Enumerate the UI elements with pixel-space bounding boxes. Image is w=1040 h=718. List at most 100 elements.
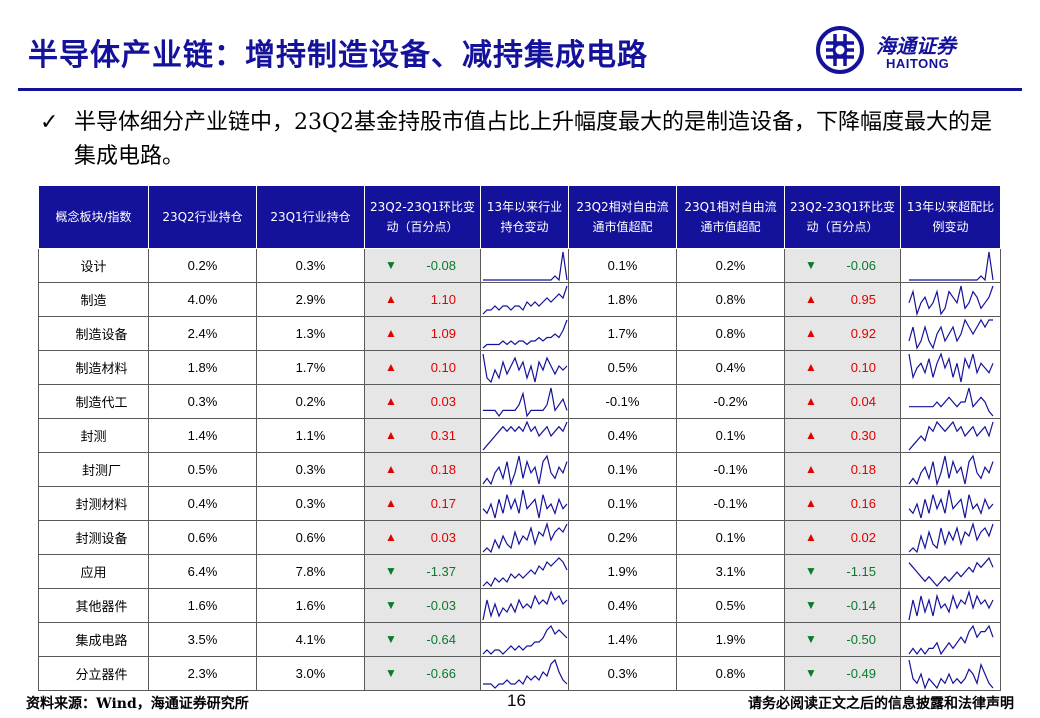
overweight-change-value: 0.18 [850,462,876,477]
triangle-down-icon: ▼ [805,632,817,646]
overweight-change-value: 0.10 [850,360,876,375]
overweight-sparkline [908,521,994,553]
holding-change-value: -0.64 [426,632,456,647]
holding-sparkline [481,589,567,620]
sparkline-path [908,387,993,416]
overweight-change-cell: ▼ -0.50 [784,622,901,657]
table-row: 设计 0.2% 0.3% ▼ -0.08 0.1% 0.2% ▼ -0.06 [38,248,1001,283]
q1-overweight-cell: 0.8% [676,656,785,691]
holding-change-cell: ▲ 0.03 [364,384,481,419]
holding-sparkline [482,419,568,450]
q1-holding-cell: 1.6% [256,588,365,623]
q2-overweight-cell: 0.3% [568,656,677,691]
header-divider [18,88,1022,91]
overweight-sparkline [907,589,994,620]
q1-overweight-cell: 0.4% [676,350,785,385]
row-label: 封测材料 [38,486,149,521]
sparkline-path [482,521,568,553]
table-header-row: 概念板块/指数 23Q2行业持仓 23Q1行业持仓 23Q2-23Q1环比变动（… [38,185,1001,249]
overweight-change-value: 0.02 [850,530,876,545]
sparkline-path [908,420,994,450]
q1-overweight-cell: 0.1% [676,520,785,555]
column-header: 23Q2行业持仓 [148,185,257,249]
sparkline-path [481,589,567,620]
q2-overweight-cell: 0.1% [568,452,677,487]
overweight-change-value: 0.16 [850,496,876,511]
q2-overweight-cell: 1.4% [568,622,677,657]
holding-change-value: 0.31 [430,428,456,443]
triangle-down-icon: ▼ [805,258,817,272]
triangle-up-icon: ▲ [385,462,397,476]
overweight-change-cell: ▲ 0.16 [784,486,901,521]
q2-overweight-cell: 0.1% [568,486,677,521]
holding-change-value: 0.17 [430,496,456,511]
q2-holding-cell: 1.6% [148,588,257,623]
holding-change-cell: ▲ 1.09 [364,316,481,351]
q2-overweight-cell: 0.2% [568,520,677,555]
triangle-up-icon: ▲ [805,530,817,544]
sparkline-path [907,659,993,690]
triangle-up-icon: ▲ [805,292,817,306]
q1-holding-cell: 0.3% [256,452,365,487]
q1-holding-cell: 3.0% [256,656,365,691]
sparkline-path [482,285,568,314]
holding-change-cell: ▼ -0.03 [364,588,481,623]
overweight-sparkline-cell [900,452,1001,487]
sparkline-path [482,419,568,450]
overweight-change-cell: ▼ -0.14 [784,588,901,623]
sparkline-path [907,317,993,350]
table-body: 设计 0.2% 0.3% ▼ -0.08 0.1% 0.2% ▼ -0.06 制造 4.0% 2.9%… [38,248,1001,691]
sparkline-path [481,353,567,383]
holding-sparkline [482,251,568,281]
q2-holding-cell: 0.2% [148,248,257,283]
q2-holding-cell: 0.5% [148,452,257,487]
holding-change-cell: ▼ -0.64 [364,622,481,657]
overweight-sparkline-cell [900,554,1001,589]
overweight-sparkline-cell [900,656,1001,691]
holding-sparkline-cell [480,588,569,623]
holding-sparkline [482,319,568,348]
triangle-up-icon: ▲ [385,326,397,340]
q1-overweight-cell: 0.2% [676,248,785,283]
holding-sparkline [482,387,568,418]
q1-holding-cell: 0.6% [256,520,365,555]
row-label: 集成电路 [38,622,149,657]
row-label: 封测 [38,418,149,453]
sparkline-path [482,454,568,486]
column-header: 概念板块/指数 [38,185,149,249]
holding-change-cell: ▼ -0.66 [364,656,481,691]
overweight-sparkline-cell [900,350,1001,385]
overweight-change-value: -0.14 [846,598,876,613]
holding-change-value: 0.03 [430,394,456,409]
holding-sparkline [482,489,567,518]
row-label: 封测厂 [38,452,149,487]
table-row: 制造 4.0% 2.9% ▲ 1.10 1.8% 0.8% ▲ 0.95 [38,282,1001,317]
q1-overweight-cell: -0.2% [676,384,785,419]
holding-change-value: -0.03 [426,598,456,613]
row-label: 制造代工 [38,384,149,419]
q2-overweight-cell: -0.1% [568,384,677,419]
holding-change-value: -0.08 [426,258,456,273]
overweight-change-value: 0.95 [850,292,876,307]
holding-sparkline-cell [480,350,569,385]
q1-overweight-cell: 0.8% [676,316,785,351]
q2-holding-cell: 1.8% [148,350,257,385]
sparkline-path [908,489,993,518]
q2-overweight-cell: 1.9% [568,554,677,589]
q2-holding-cell: 4.0% [148,282,257,317]
overweight-sparkline [908,556,994,587]
overweight-sparkline-cell [900,418,1001,453]
overweight-change-cell: ▲ 0.04 [784,384,901,419]
triangle-down-icon: ▼ [385,632,397,646]
holding-change-cell: ▲ 0.31 [364,418,481,453]
triangle-up-icon: ▲ [385,428,397,442]
sparkline-path [482,489,567,518]
row-label: 分立器件 [38,656,149,691]
triangle-up-icon: ▲ [385,292,397,306]
q2-holding-cell: 0.3% [148,384,257,419]
holding-sparkline-cell [480,282,569,317]
q1-holding-cell: 0.2% [256,384,365,419]
holding-sparkline [482,556,568,587]
holding-change-cell: ▲ 1.10 [364,282,481,317]
overweight-sparkline-cell [900,384,1001,419]
